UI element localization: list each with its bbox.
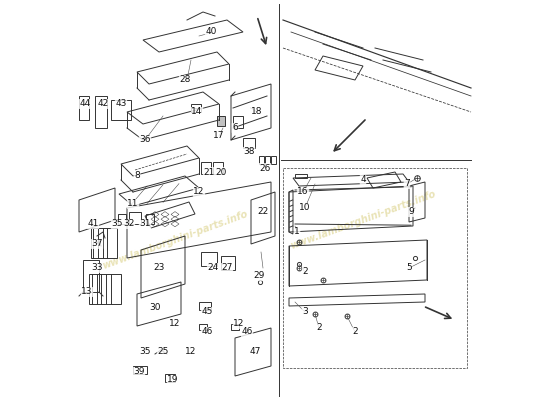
- Bar: [217, 116, 225, 126]
- Text: 8: 8: [134, 172, 140, 180]
- Text: 28: 28: [179, 76, 191, 84]
- Bar: [199, 302, 211, 310]
- Text: 24: 24: [207, 264, 219, 272]
- Text: 35: 35: [139, 348, 151, 356]
- Text: 12: 12: [169, 320, 181, 328]
- Text: 19: 19: [167, 376, 179, 384]
- Text: 32: 32: [123, 220, 135, 228]
- Text: 6: 6: [232, 124, 238, 132]
- Text: 3: 3: [302, 308, 308, 316]
- Text: 7: 7: [404, 180, 410, 188]
- Bar: [79, 96, 89, 120]
- Text: 11: 11: [127, 200, 139, 208]
- Text: 23: 23: [153, 264, 164, 272]
- Text: 46: 46: [241, 328, 252, 336]
- Bar: [213, 162, 223, 174]
- Text: 39: 39: [133, 368, 145, 376]
- Text: 13: 13: [81, 288, 93, 296]
- Bar: [165, 374, 175, 382]
- Text: 22: 22: [257, 208, 268, 216]
- Text: 21: 21: [204, 168, 214, 176]
- Bar: [118, 214, 126, 224]
- Text: 9: 9: [408, 208, 414, 216]
- Text: 10: 10: [299, 204, 311, 212]
- Text: 38: 38: [243, 148, 255, 156]
- Text: 47: 47: [249, 348, 261, 356]
- Text: 44: 44: [79, 100, 91, 108]
- Bar: [199, 324, 207, 330]
- Text: www.lamborghini-parts.info: www.lamborghini-parts.info: [289, 189, 437, 251]
- Bar: [83, 260, 99, 292]
- Bar: [221, 256, 235, 270]
- Bar: [217, 116, 225, 126]
- Bar: [133, 366, 147, 374]
- Bar: [201, 252, 217, 266]
- Bar: [243, 138, 255, 148]
- Bar: [129, 212, 141, 224]
- Bar: [259, 156, 264, 164]
- Text: 25: 25: [157, 348, 169, 356]
- Text: 2: 2: [316, 324, 322, 332]
- Text: 5: 5: [406, 264, 412, 272]
- Bar: [217, 116, 225, 126]
- Text: 14: 14: [191, 108, 203, 116]
- Text: 46: 46: [201, 328, 213, 336]
- Text: 2: 2: [302, 268, 308, 276]
- Text: 27: 27: [221, 264, 233, 272]
- Bar: [231, 324, 239, 330]
- Text: 30: 30: [149, 304, 161, 312]
- Text: 12: 12: [233, 320, 245, 328]
- Text: 29: 29: [254, 272, 265, 280]
- Text: 40: 40: [205, 28, 217, 36]
- Bar: [95, 96, 107, 128]
- Text: 16: 16: [297, 188, 309, 196]
- Text: 12: 12: [185, 348, 197, 356]
- Bar: [111, 100, 131, 120]
- Text: 26: 26: [259, 164, 271, 172]
- Text: 35: 35: [111, 220, 123, 228]
- Text: 4: 4: [360, 176, 366, 184]
- Text: 36: 36: [139, 136, 151, 144]
- Bar: [233, 116, 243, 128]
- Text: 17: 17: [213, 132, 225, 140]
- Bar: [191, 104, 201, 112]
- Text: 42: 42: [97, 100, 109, 108]
- Text: 31: 31: [139, 220, 151, 228]
- Bar: [146, 214, 154, 224]
- Text: 43: 43: [116, 100, 127, 108]
- Text: 12: 12: [193, 188, 205, 196]
- Bar: [201, 162, 211, 174]
- Text: 1: 1: [294, 228, 300, 236]
- Bar: [89, 274, 121, 304]
- Text: 45: 45: [201, 308, 213, 316]
- Text: www.lamborghini-parts.info: www.lamborghini-parts.info: [101, 209, 249, 271]
- Text: 20: 20: [215, 168, 227, 176]
- Text: 33: 33: [91, 264, 103, 272]
- Bar: [271, 156, 276, 164]
- Text: 18: 18: [251, 108, 263, 116]
- Bar: [295, 174, 307, 178]
- Bar: [265, 156, 270, 164]
- Text: 41: 41: [87, 220, 98, 228]
- Text: 2: 2: [352, 328, 358, 336]
- Bar: [91, 228, 117, 258]
- Text: 37: 37: [91, 240, 103, 248]
